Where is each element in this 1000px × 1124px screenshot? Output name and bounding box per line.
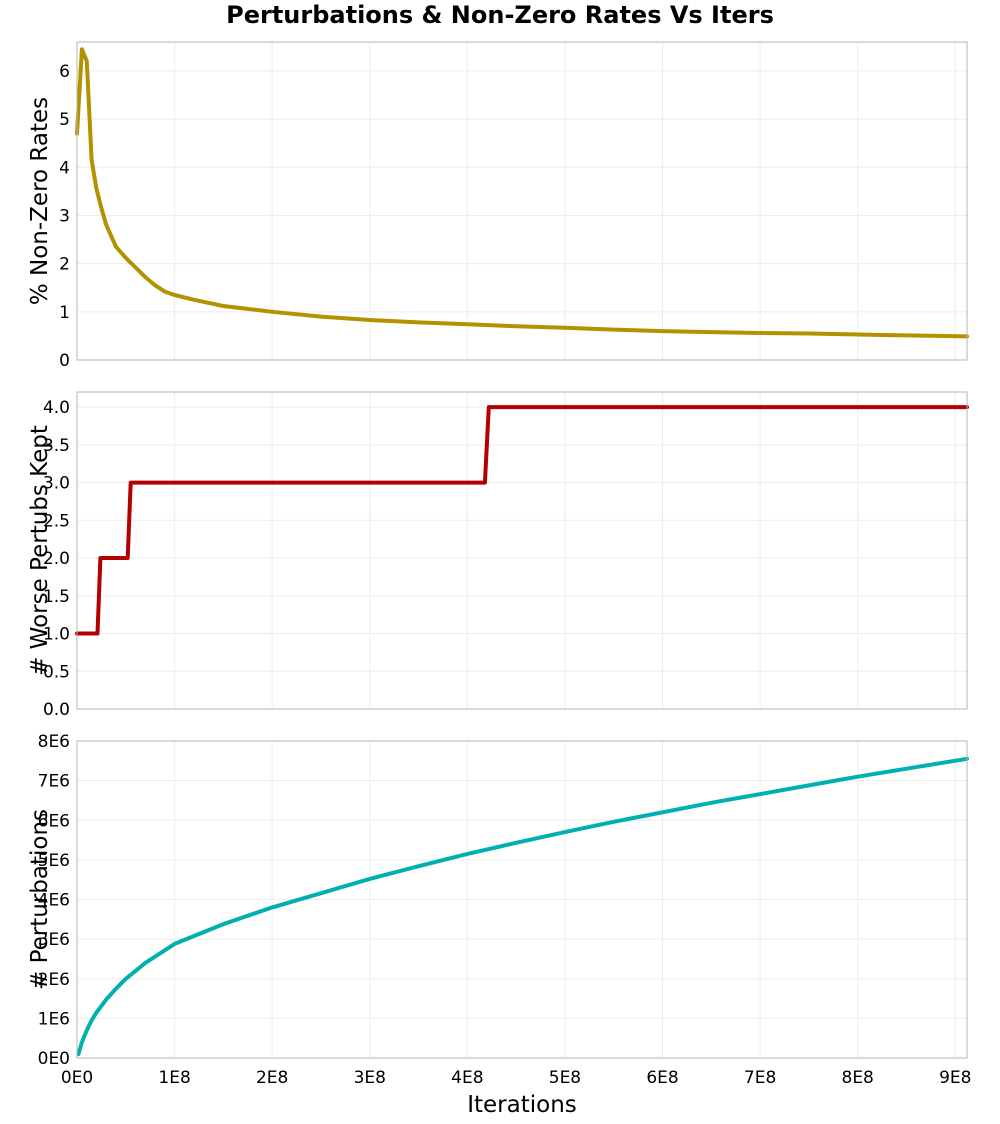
plot-area	[77, 392, 967, 709]
series-line-non-zero-rates	[75, 47, 969, 339]
plot-frame	[76, 391, 968, 710]
x-tick-label: 8E8	[842, 1068, 874, 1088]
x-tick-label: 6E8	[646, 1068, 678, 1088]
plot-frame	[76, 41, 968, 361]
y-tick-label: 3.0	[43, 474, 70, 494]
x-tick-label: 1E8	[158, 1068, 190, 1088]
y-tick-label: 4.0	[43, 398, 70, 418]
y-tick-label: 2	[59, 255, 70, 275]
y-tick-label: 5	[59, 110, 70, 130]
series-line-perturbations	[76, 756, 969, 1056]
y-tick-label: 1E6	[38, 1009, 70, 1029]
y-tick-label: 7E6	[38, 772, 70, 792]
panel-perturbations: 0E0 1E6 2E6 3E6 4E6 5E6 6E6 7E6 8E6 # Perturbatio…	[27, 732, 971, 1088]
y-tick-label: 2E6	[38, 970, 70, 990]
x-tick-label: 9E8	[939, 1068, 971, 1088]
y-axis-label-worse-perturbs-kept: # Worse Pertubs Kept	[27, 425, 53, 676]
y-tick-label: 0E0	[38, 1049, 70, 1069]
chart-title: Perturbations & Non-Zero Rates Vs Iters	[226, 1, 774, 29]
x-tick-label: 0E0	[61, 1068, 93, 1088]
y-axis-label-perturbations: # Perturbations	[27, 809, 53, 990]
y-tick-label: 3.5	[43, 436, 70, 456]
plot-frame	[76, 740, 968, 1059]
x-tick-label: 2E8	[256, 1068, 288, 1088]
y-tick-label: 6E6	[38, 811, 70, 831]
y-tick-label: 8E6	[38, 732, 70, 752]
y-tick-label: 0	[59, 351, 70, 371]
panel-non-zero-rates: 0 1 2 3 4 5 6 % Non-Zero Rates	[27, 41, 969, 371]
y-tick-label: 4	[59, 158, 70, 178]
y-tick-label: 4E6	[38, 891, 70, 911]
y-tick-label: 2.5	[43, 511, 70, 531]
x-tick-label: 5E8	[549, 1068, 581, 1088]
x-axis-label: Iterations	[467, 1092, 577, 1118]
panel-worse-perturbs-kept: 0.0 0.5 1.0 1.5 2.0 2.5 3.0 3.5 4.0 # Worse Pertu…	[27, 391, 969, 720]
y-tick-label: 1	[59, 303, 70, 323]
y-tick-label: 3E6	[38, 930, 70, 950]
x-tick-label: 7E8	[744, 1068, 776, 1088]
y-tick-label: 2.0	[43, 549, 70, 569]
y-tick-label: 0.0	[43, 700, 70, 720]
y-tick-label: 1.5	[43, 587, 70, 607]
y-tick-label: 1.0	[43, 625, 70, 645]
y-axis-label-non-zero-rates: % Non-Zero Rates	[27, 97, 53, 305]
x-tick-label: 4E8	[451, 1068, 483, 1088]
y-tick-label: 5E6	[38, 851, 70, 871]
x-tick-label: 3E8	[354, 1068, 386, 1088]
y-tick-label: 0.5	[43, 662, 70, 682]
y-tick-label: 6	[59, 62, 70, 82]
series-line-worse-perturbs-kept	[75, 405, 969, 636]
y-tick-label: 3	[59, 206, 70, 226]
